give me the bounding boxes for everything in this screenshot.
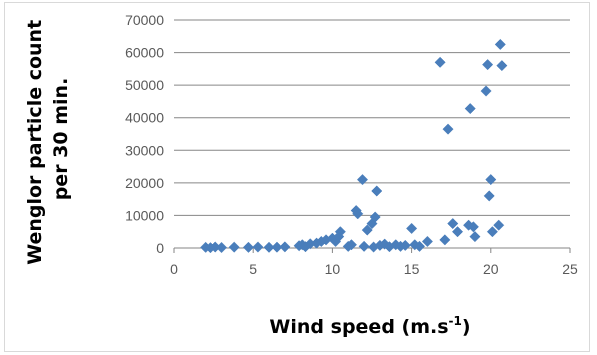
- data-point: [494, 38, 506, 50]
- y-tick-labels: 0 10000 20000 30000 40000 50000 60000 70000: [125, 12, 164, 256]
- data-point: [271, 241, 283, 253]
- y-tick-label: 40000: [125, 110, 164, 126]
- x-tick-label: 0: [170, 261, 178, 277]
- data-point: [242, 241, 255, 253]
- data-point: [442, 123, 454, 135]
- y-tick-label: 30000: [125, 142, 164, 158]
- y-tick-label: 70000: [125, 12, 164, 28]
- data-point: [371, 185, 383, 197]
- data-point: [361, 224, 373, 236]
- data-point: [369, 211, 381, 223]
- data-point: [486, 226, 498, 238]
- data-point: [345, 239, 357, 251]
- y-axis-title-line-1: Wenglor particle count: [24, 20, 46, 265]
- x-axis-title: Wind speed (m.s-1): [269, 314, 470, 338]
- data-point: [421, 235, 433, 248]
- data-point: [352, 208, 364, 220]
- x-tick-label: 15: [404, 261, 420, 277]
- y-tick-label: 0: [156, 240, 164, 256]
- x-axis-title-main: Wind speed (m.s: [269, 316, 448, 338]
- data-point: [439, 234, 451, 246]
- y-tick-label: 20000: [125, 175, 164, 191]
- data-point: [469, 231, 481, 243]
- data-point: [483, 190, 495, 202]
- x-axis-title-close: ): [462, 316, 471, 338]
- gridlines: [174, 19, 570, 216]
- x-tick-label: 25: [562, 261, 578, 277]
- data-point: [252, 241, 264, 253]
- data-point: [399, 239, 411, 251]
- y-axis-title-line-2: per 30 min.: [50, 78, 72, 201]
- data-point: [358, 240, 370, 252]
- data-point: [482, 59, 494, 71]
- x-tick-labels: 0 5 10 15 20 25: [170, 261, 578, 277]
- x-axis-title-superscript: -1: [449, 314, 462, 328]
- data-point: [379, 238, 391, 250]
- scatter-chart: 0 10000 20000 30000 40000 50000 60000 70000 0 5 1…: [24, 12, 578, 338]
- data-point: [467, 221, 479, 233]
- x-tick-label: 10: [325, 261, 341, 277]
- y-tick-label: 60000: [125, 45, 164, 61]
- data-point: [279, 241, 291, 253]
- data-point: [215, 241, 228, 254]
- data-point: [485, 174, 497, 186]
- data-point: [356, 174, 369, 186]
- data-point: [434, 56, 446, 68]
- y-axis-title: Wenglor particle count per 30 min.: [24, 13, 72, 265]
- data-point: [451, 226, 464, 238]
- data-point: [464, 103, 476, 115]
- data-point: [493, 219, 505, 231]
- data-point: [413, 240, 426, 252]
- y-tick-label: 10000: [125, 207, 164, 223]
- y-tick-label: 50000: [125, 77, 164, 93]
- data-point: [480, 85, 492, 97]
- data-point: [496, 60, 508, 72]
- data-point: [263, 241, 275, 253]
- x-tick-label: 5: [249, 261, 257, 277]
- data-point: [406, 222, 418, 235]
- data-points: [200, 38, 508, 254]
- chart-frame: 0 10000 20000 30000 40000 50000 60000 70000 0 5 1…: [4, 2, 590, 352]
- data-point: [333, 231, 345, 243]
- data-point: [447, 218, 459, 230]
- data-point: [228, 241, 240, 253]
- x-tick-label: 20: [483, 261, 499, 277]
